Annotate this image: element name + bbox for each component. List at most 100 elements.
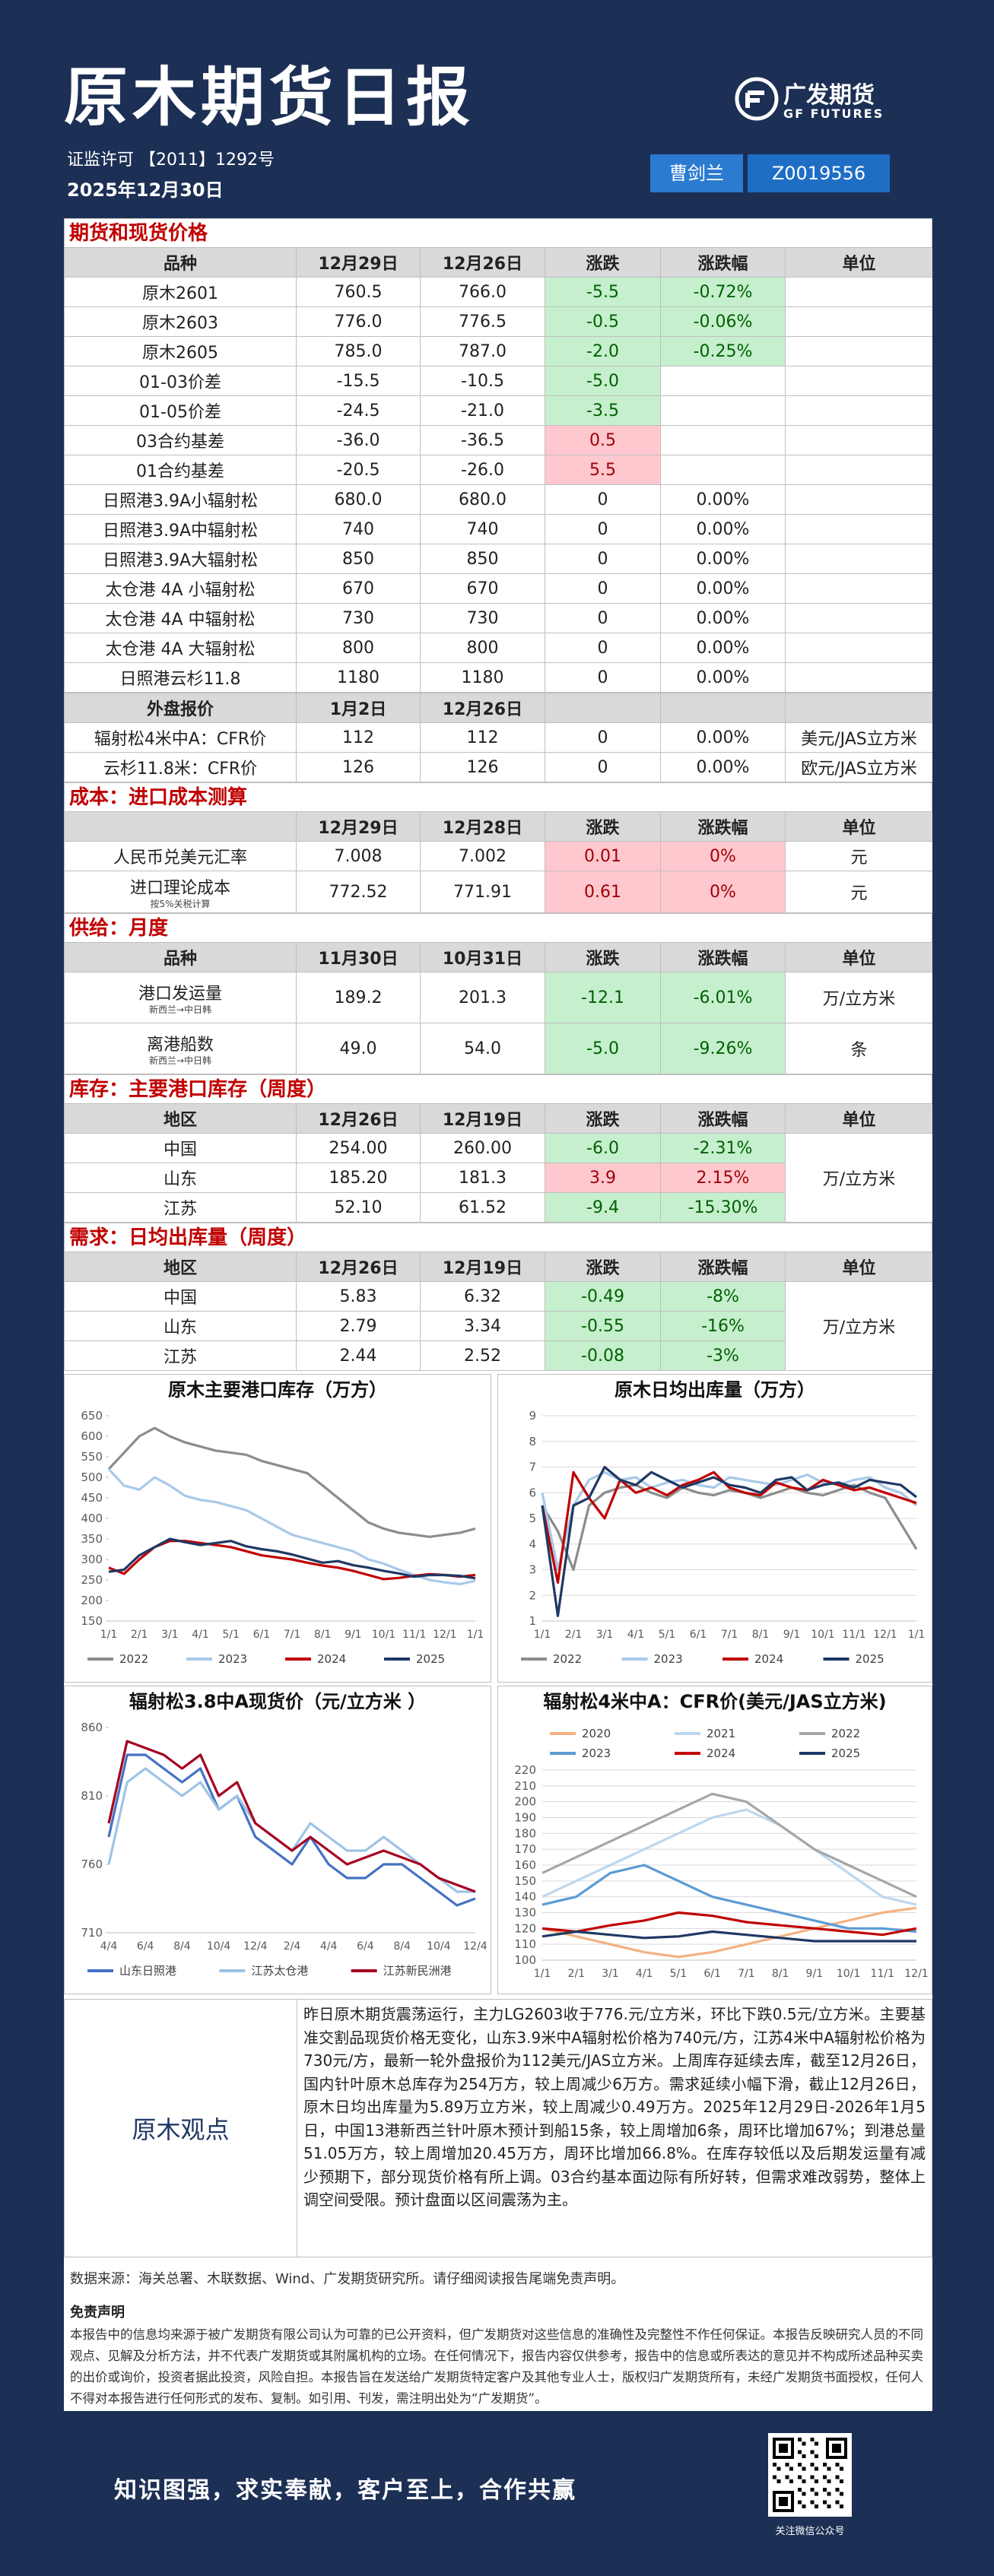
- cell-text: 800: [342, 638, 374, 658]
- x-tick-label: 4/1: [636, 1968, 653, 1980]
- table-row: 太仓港 4A 大辐射松 800 800 0 0.00%: [64, 633, 932, 663]
- cell-text: 201.3: [459, 988, 507, 1007]
- x-tick-label: 3/1: [161, 1629, 179, 1641]
- header-cell: 品种: [64, 942, 297, 972]
- qr-dot: [835, 2500, 840, 2505]
- cell-text: 2.79: [339, 1316, 377, 1336]
- header-cell: 12月29日: [296, 247, 421, 278]
- chart-title: 辐射松4米中A：CFR价(美元/JAS立方米): [543, 1691, 887, 1712]
- table-cell: [785, 425, 932, 455]
- y-tick-label: 600: [81, 1429, 103, 1443]
- y-tick-label: 6: [529, 1486, 536, 1499]
- cell-text: 7.002: [459, 846, 507, 866]
- cell-text: -0.06%: [693, 312, 753, 332]
- table-cell: 0: [545, 633, 661, 663]
- chart-panel: 辐射松4米中A：CFR价(美元/JAS立方米) 100 110 120 130 140 1…: [497, 1686, 932, 1994]
- y-tick-label: 210: [514, 1779, 536, 1793]
- table-cell: 760.5: [296, 277, 421, 307]
- qr-dot: [823, 2488, 827, 2492]
- table-cell: -0.49: [545, 1281, 661, 1312]
- x-tick-label: 10/4: [207, 1940, 231, 1953]
- x-tick-label: 4/1: [192, 1629, 209, 1641]
- qr-dot: [789, 2467, 793, 2471]
- cell-note: 按5%关税计算: [150, 899, 211, 909]
- x-tick-label: 1/1: [467, 1629, 484, 1641]
- header-cell: 12月26日: [296, 1252, 421, 1282]
- table-cell: -36.0: [296, 425, 421, 455]
- table-cell: [785, 366, 932, 396]
- qr-dot: [810, 2475, 815, 2479]
- table-cell: 美元/JAS立方米: [785, 722, 932, 753]
- table-cell: [660, 425, 786, 455]
- table-cell: 山东: [64, 1311, 297, 1341]
- cell-text: -0.49: [581, 1286, 624, 1306]
- x-tick-label: 3/1: [596, 1629, 614, 1641]
- y-tick-label: 2: [529, 1588, 536, 1602]
- table-cell: 0.00%: [660, 722, 786, 753]
- table-row: 中国 254.00 260.00 -6.0 -2.31% 万/立方米: [64, 1133, 932, 1223]
- cell-text: 3.9: [589, 1168, 616, 1188]
- qr-dot: [823, 2463, 827, 2467]
- table-row: 01-05价差 -24.5 -21.0 -3.5: [64, 395, 932, 426]
- header-cell: 12月28日: [420, 811, 545, 842]
- cell-text: 0.00%: [696, 579, 750, 598]
- x-tick-label: 1/1: [908, 1629, 926, 1641]
- table-cell: 800: [296, 633, 421, 663]
- cell-text: 0: [597, 608, 608, 628]
- table-row: 原木2601 760.5 766.0 -5.5 -0.72%: [64, 277, 932, 307]
- table-cell: 776.5: [420, 306, 545, 337]
- y-tick-label: 140: [514, 1890, 536, 1904]
- header-cell: 外盘报价: [64, 693, 297, 723]
- x-tick-label: 6/4: [137, 1940, 154, 1953]
- table-cell: -21.0: [420, 395, 545, 426]
- table-row: 江苏 2.44 2.52 -0.08 -3%: [64, 1340, 933, 1371]
- qr-dot: [773, 2463, 776, 2467]
- table-cell: 2.52: [420, 1340, 545, 1371]
- table-row: 太仓港 4A 小辐射松 670 670 0 0.00%: [64, 573, 932, 604]
- qr-dot: [835, 2488, 840, 2492]
- qr-dot: [815, 2505, 818, 2508]
- cell-text: 日照港3.9A中辐射松: [102, 522, 259, 541]
- cell-text: 787.0: [459, 341, 507, 361]
- header-cell: 涨跌幅: [660, 811, 786, 842]
- table-row: 日照港3.9A小辐射松 680.0 680.0 0 0.00%: [64, 484, 932, 515]
- x-tick-label: 2/1: [565, 1629, 583, 1641]
- cell-text: 740: [466, 519, 499, 539]
- x-tick-label: 10/4: [427, 1940, 451, 1953]
- cell-text: -2.31%: [693, 1138, 753, 1158]
- table-cell: 原木2605: [64, 336, 297, 366]
- table-cell: [785, 662, 932, 693]
- table-cell: 5.83: [296, 1281, 421, 1312]
- y-tick-label: 160: [514, 1858, 536, 1872]
- legend-label: 山东日照港: [119, 1964, 176, 1978]
- section-title: 供给：月度: [64, 913, 932, 942]
- table-row: 01-03价差 -15.5 -10.5 -5.0: [64, 366, 932, 396]
- legend-label: 2020: [582, 1727, 611, 1740]
- cell-text: 181.3: [459, 1168, 507, 1188]
- cell-text: -0.55: [581, 1316, 624, 1336]
- qr-dot: [802, 2467, 806, 2471]
- slogan: 知识图强，求实奉献，客户至上，合作共赢: [114, 2477, 576, 2504]
- table-cell: 730: [296, 603, 421, 633]
- cell-text: -6.0: [586, 1138, 619, 1158]
- chart-panel: 原木日均出库量（万方） 1 2 3 4 5 6 7 8 9 1/1 2/1 3/1 4/1 5/1 6/1 7…: [497, 1374, 932, 1683]
- header-cell: [785, 693, 932, 723]
- cell-text: 0: [597, 549, 608, 569]
- table-cell: 6.32: [420, 1281, 545, 1312]
- tables: 期货和现货价格 品种 12月29日 12月26日 涨跌 涨跌幅 单位 原木2601 760.5 7…: [64, 218, 932, 1371]
- x-tick-label: 6/4: [357, 1940, 374, 1953]
- cell-note: 新西兰→中日韩: [148, 1055, 212, 1066]
- cell-text: 云杉11.8米：CFR价: [103, 760, 258, 779]
- table-cell: [660, 366, 786, 396]
- table-cell: 太仓港 4A 小辐射松: [64, 573, 297, 604]
- qr-dot: [815, 2454, 818, 2458]
- table-row: 人民币兑美元汇率 7.008 7.002 0.01 0% 元: [64, 841, 932, 871]
- cell-text: 254.00: [329, 1138, 388, 1158]
- y-tick-label: 7: [529, 1461, 536, 1474]
- cell-text: 730: [466, 608, 499, 628]
- table-cell: 元: [785, 871, 932, 913]
- table-cell: 680.0: [420, 484, 545, 515]
- table-cell: 3.9: [545, 1163, 661, 1193]
- qr-dot: [815, 2467, 818, 2471]
- legend-label: 2022: [831, 1727, 860, 1740]
